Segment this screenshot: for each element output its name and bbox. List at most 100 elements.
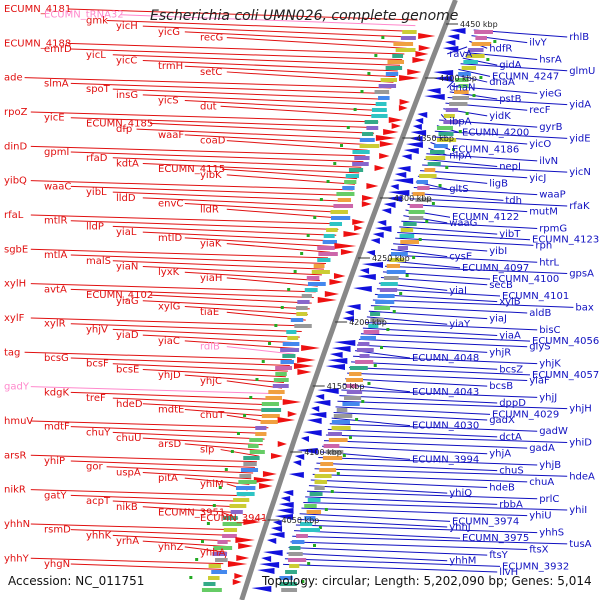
gene-label: lldP xyxy=(86,221,104,232)
gene-label: yhiD xyxy=(569,437,592,448)
gene-leader-line xyxy=(322,445,488,455)
reverse-feature xyxy=(300,436,309,442)
gene-leader-line xyxy=(458,68,491,77)
tick-dot xyxy=(333,162,337,165)
gene-label: waaC xyxy=(44,181,71,192)
tick-dot xyxy=(346,126,350,129)
gene-label: xylF xyxy=(4,313,25,324)
content-band xyxy=(375,300,395,304)
gene-label: yhjH xyxy=(569,404,592,415)
forward-feature xyxy=(398,105,408,111)
gene-label: ECUMN_4122 xyxy=(452,212,519,223)
reverse-feature xyxy=(417,112,428,118)
content-band xyxy=(325,450,344,454)
reverse-feature xyxy=(344,310,354,316)
content-band xyxy=(337,198,351,202)
forward-feature xyxy=(379,153,390,159)
reverse-feature xyxy=(372,232,384,238)
gene-label: yidK xyxy=(489,111,511,122)
gene-label: yhjD xyxy=(158,370,181,381)
content-band xyxy=(249,450,265,454)
tick-dot xyxy=(381,36,385,39)
gene-leader-line xyxy=(142,59,398,72)
tick-dot xyxy=(287,288,291,291)
reverse-feature xyxy=(259,562,280,568)
content-band xyxy=(279,582,297,586)
gene-label: bcsE xyxy=(116,364,139,375)
reverse-feature xyxy=(346,304,361,310)
content-band xyxy=(314,486,325,490)
reverse-feature xyxy=(426,88,441,94)
gene-leader-line xyxy=(30,317,304,327)
gene-label: xylB xyxy=(499,297,521,308)
gene-label: mtlR xyxy=(44,216,67,227)
gene-leader-line xyxy=(314,468,568,477)
content-band xyxy=(306,510,322,514)
reverse-feature xyxy=(377,220,387,226)
content-band xyxy=(371,108,387,112)
content-band xyxy=(309,492,323,496)
gene-label: pitA xyxy=(158,473,178,484)
gene-leader-line xyxy=(70,323,302,332)
gene-label: bax xyxy=(575,302,593,313)
reverse-feature xyxy=(313,400,331,406)
forward-feature xyxy=(388,117,404,123)
content-band xyxy=(417,186,430,190)
gene-leader-line xyxy=(460,63,568,72)
gene-leader-line xyxy=(299,513,451,522)
content-band xyxy=(348,168,364,172)
content-band xyxy=(468,48,484,52)
gene-leader-line xyxy=(142,368,286,378)
gene-leader-line xyxy=(420,170,528,179)
forward-feature xyxy=(301,345,320,351)
reverse-feature xyxy=(381,208,392,214)
gene-leader-line xyxy=(409,198,568,207)
gene-label: yhhM xyxy=(449,556,476,567)
gene-label: glmU xyxy=(569,66,595,77)
gene-leader-line xyxy=(184,271,320,282)
forward-feature xyxy=(227,561,248,567)
content-band xyxy=(322,240,337,244)
content-band xyxy=(236,492,255,496)
content-band xyxy=(238,480,257,484)
content-band xyxy=(330,216,351,220)
content-band xyxy=(389,258,405,262)
tick-dot xyxy=(431,202,435,205)
gene-leader-line xyxy=(142,471,252,480)
gene-label: sgbE xyxy=(4,244,28,255)
reverse-feature xyxy=(282,490,294,496)
content-band xyxy=(392,54,404,58)
forward-feature xyxy=(366,183,379,189)
gene-label: yiaD xyxy=(116,330,139,341)
gene-leader-line xyxy=(30,145,366,157)
gene-label: bcsZ xyxy=(499,364,523,375)
gene-label: rfaD xyxy=(86,153,108,164)
gene-label: ECUMN_4247 xyxy=(492,71,559,82)
gene-label: cysE xyxy=(449,252,472,263)
content-band xyxy=(203,582,216,586)
content-band xyxy=(300,528,321,532)
gene-leader-line xyxy=(136,128,372,140)
content-band xyxy=(222,516,238,520)
gene-leader-line xyxy=(312,473,528,483)
gene-label: treF xyxy=(86,393,106,404)
content-band xyxy=(438,132,454,136)
kbp-marker: 4350 kbp xyxy=(416,134,454,143)
content-band xyxy=(291,540,305,544)
reverse-feature xyxy=(315,394,325,400)
gene-label: yhhS xyxy=(539,528,564,539)
gene-label: livH xyxy=(499,567,518,578)
gene-leader-line xyxy=(376,288,501,297)
content-band xyxy=(261,402,279,406)
gene-leader-line xyxy=(370,305,528,314)
content-band xyxy=(399,234,415,238)
reverse-feature xyxy=(359,268,370,274)
gene-leader-line xyxy=(149,122,375,134)
reverse-feature xyxy=(390,184,399,190)
content-band xyxy=(217,540,228,544)
gene-label: yiaY xyxy=(449,319,471,330)
content-band xyxy=(436,126,453,130)
gene-leader-line xyxy=(347,372,528,382)
gene-label: yicE xyxy=(44,113,65,124)
